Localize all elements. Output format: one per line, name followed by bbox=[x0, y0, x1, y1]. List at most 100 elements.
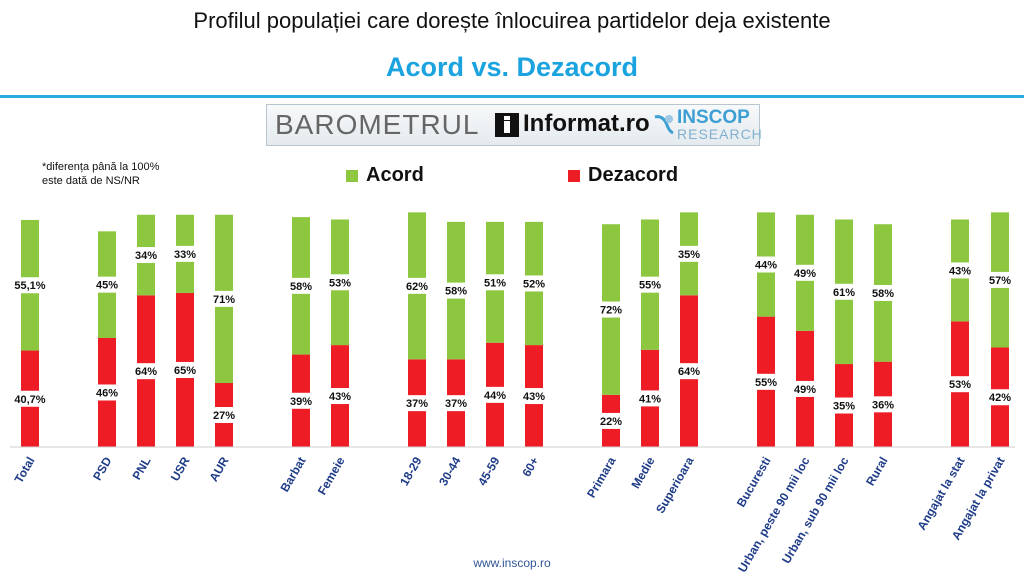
data-label-dezacord: 46% bbox=[96, 387, 118, 399]
data-label-dezacord-bg bbox=[636, 390, 664, 407]
data-label-acord: 61% bbox=[833, 287, 855, 299]
data-label-dezacord: 49% bbox=[794, 384, 816, 396]
data-label-dezacord-bg bbox=[171, 361, 199, 378]
category-tick-label: PSD bbox=[90, 454, 115, 483]
data-label-dezacord-bg bbox=[481, 386, 509, 403]
category-tick-label: 45-59 bbox=[475, 454, 503, 488]
data-label-dezacord: 43% bbox=[329, 391, 351, 403]
data-label-acord-bg bbox=[171, 245, 199, 262]
data-label-acord: 43% bbox=[949, 265, 971, 277]
data-label-dezacord-bg bbox=[93, 384, 121, 401]
footnote-line-2: este dată de NS/NR bbox=[42, 175, 140, 187]
data-label-acord-bg bbox=[675, 245, 703, 262]
data-label-dezacord: 37% bbox=[445, 398, 467, 410]
data-label-dezacord: 40,7% bbox=[14, 394, 45, 406]
category-tick-label: Superioara bbox=[653, 454, 697, 516]
data-label-dezacord-bg bbox=[520, 388, 548, 405]
data-label-dezacord-bg bbox=[869, 396, 897, 413]
legend-acord-swatch bbox=[346, 169, 358, 182]
data-label-acord: 49% bbox=[794, 268, 816, 280]
data-label-dezacord-bg bbox=[326, 388, 354, 405]
category-tick-label: 30-44 bbox=[436, 454, 464, 488]
data-label-dezacord-bg bbox=[132, 363, 160, 380]
data-label-acord-bg bbox=[442, 282, 470, 299]
data-label-dezacord-bg bbox=[830, 397, 858, 414]
data-label-dezacord-bg bbox=[403, 395, 431, 412]
legend-acord: Acord bbox=[346, 164, 424, 187]
inscop-logo: INSCOP bbox=[677, 107, 750, 128]
data-label-dezacord-bg bbox=[791, 380, 819, 397]
data-label-acord-bg bbox=[481, 274, 509, 291]
data-label-dezacord: 22% bbox=[600, 416, 622, 428]
data-label-acord-bg bbox=[520, 275, 548, 292]
chart-title: Profilul populației care dorește înlocui… bbox=[193, 8, 831, 33]
data-label-acord-bg bbox=[403, 277, 431, 294]
data-label-acord-bg bbox=[946, 262, 974, 279]
category-tick-label: Bucuresti bbox=[734, 455, 774, 510]
informat-logo: Informat.ro bbox=[523, 110, 650, 137]
barometrul-logo-banner: BAROMETRUL Informat.ro INSCOP RESEARCH bbox=[266, 104, 763, 146]
data-label-acord: 72% bbox=[600, 305, 622, 317]
data-label-acord: 58% bbox=[445, 286, 467, 298]
data-label-acord-bg bbox=[791, 264, 819, 281]
data-label-dezacord: 55% bbox=[755, 377, 777, 389]
data-label-dezacord-bg bbox=[597, 412, 625, 429]
footnote: *diferența până la 100% este dată de NS/… bbox=[42, 160, 159, 188]
category-tick-label: PNL bbox=[129, 455, 153, 483]
category-tick-label: AUR bbox=[206, 454, 231, 484]
category-tick-label: Femeie bbox=[315, 454, 348, 497]
inscop-swoosh-icon bbox=[654, 115, 674, 135]
data-label-acord: 52% bbox=[523, 278, 545, 290]
data-label-acord: 57% bbox=[989, 275, 1011, 287]
inscop-research-logo: RESEARCH bbox=[677, 126, 763, 142]
data-label-dezacord: 39% bbox=[290, 396, 312, 408]
data-label-dezacord: 44% bbox=[484, 390, 506, 402]
data-label-dezacord: 42% bbox=[989, 392, 1011, 404]
category-tick-label: Rural bbox=[863, 455, 890, 489]
data-label-acord-bg bbox=[287, 277, 315, 294]
data-label-acord-bg bbox=[326, 274, 354, 291]
data-label-dezacord: 64% bbox=[135, 366, 157, 378]
legend-acord-label: Acord bbox=[366, 164, 424, 186]
data-label-acord: 55,1% bbox=[14, 280, 45, 292]
data-label-acord-bg bbox=[132, 247, 160, 264]
data-label-acord: 55% bbox=[639, 280, 661, 292]
data-label-acord-bg bbox=[210, 290, 238, 307]
legend-dezacord: Dezacord bbox=[568, 164, 678, 187]
category-tick-label: Medie bbox=[628, 454, 657, 491]
data-label-acord-bg bbox=[752, 256, 780, 273]
barometrul-logo: BAROMETRUL bbox=[275, 109, 480, 140]
data-label-acord-bg bbox=[597, 301, 625, 318]
data-label-dezacord-bg bbox=[986, 389, 1014, 406]
chart-subtitle: Acord vs. Dezacord bbox=[385, 52, 639, 82]
data-label-dezacord-bg bbox=[287, 392, 315, 409]
category-tick-label: 18-29 bbox=[397, 454, 425, 488]
data-label-dezacord: 64% bbox=[678, 366, 700, 378]
data-label-acord-bg bbox=[93, 276, 121, 293]
footnote-line-1: *diferența până la 100% bbox=[42, 161, 160, 173]
header-divider bbox=[0, 95, 1024, 98]
data-label-dezacord-bg bbox=[210, 407, 238, 424]
category-tick-label: Barbat bbox=[277, 455, 308, 495]
data-label-acord: 53% bbox=[329, 277, 351, 289]
data-label-acord: 35% bbox=[678, 249, 700, 261]
data-label-dezacord-bg bbox=[9, 390, 51, 407]
legend-dezacord-swatch bbox=[568, 169, 580, 182]
data-label-dezacord-bg bbox=[752, 373, 780, 390]
data-label-acord: 33% bbox=[174, 249, 196, 261]
data-label-dezacord: 35% bbox=[833, 401, 855, 413]
data-label-acord: 71% bbox=[213, 294, 235, 306]
data-label-acord: 34% bbox=[135, 250, 157, 262]
data-label-acord-bg bbox=[636, 276, 664, 293]
data-label-dezacord: 53% bbox=[949, 379, 971, 391]
data-label-dezacord: 41% bbox=[639, 393, 661, 405]
data-label-dezacord-bg bbox=[675, 363, 703, 380]
data-label-dezacord: 27% bbox=[213, 410, 235, 422]
category-tick-label: 60+ bbox=[519, 455, 541, 480]
data-label-acord-bg bbox=[869, 284, 897, 301]
informat-i-icon bbox=[495, 113, 519, 137]
data-label-dezacord-bg bbox=[946, 376, 974, 393]
data-label-acord: 45% bbox=[96, 280, 118, 292]
category-tick-label: Primara bbox=[584, 454, 619, 500]
